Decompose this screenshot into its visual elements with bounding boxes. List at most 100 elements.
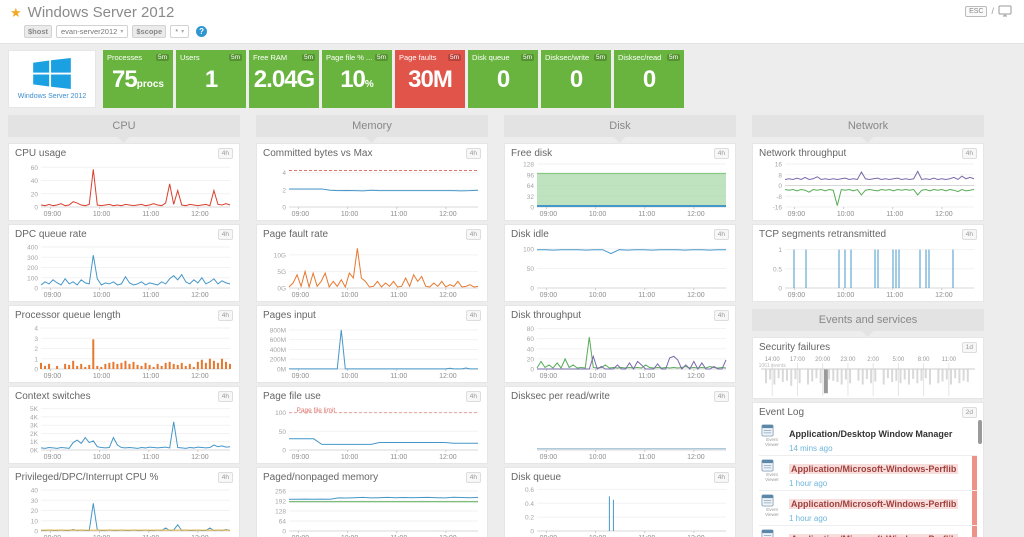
svg-text:1K: 1K [30,439,39,446]
chart-panel-cpu-usage[interactable]: CPU usage 4h 0 20 40 60 09:00 10:00 11:00 12:00 [8,143,240,221]
esc-key-button[interactable]: ESC [965,5,988,17]
timeframe-badge[interactable]: 1d [961,342,977,353]
chart-panel-committed-bytes[interactable]: Committed bytes vs Max 4h 0 2 4 09:00 10:00 11:… [256,143,488,221]
event-viewer-icon: Event Viewer [761,424,783,453]
chart-panel-disk-idle[interactable]: Disk idle 4h 0 50 100 09:00 10:00 11:00 12:00 [504,224,736,302]
svg-text:09:00: 09:00 [540,454,558,461]
timeframe-badge[interactable]: 5m [593,54,607,61]
timeframe-badge[interactable]: 4h [465,391,481,402]
svg-text:10:00: 10:00 [341,373,359,380]
host-select[interactable]: evan-server2012 ▾ [56,25,129,38]
timeframe-badge[interactable]: 4h [465,148,481,159]
svg-text:256: 256 [275,488,286,495]
kpi-tile-disk-queue[interactable]: Disk queue 5m 0 [468,50,538,108]
chart-panel-context-switches[interactable]: Context switches 4h 0K 1K 2K 3K 4K 5K 09:00 10:00… [8,386,240,464]
chart-panel-paged-nonpaged[interactable]: Paged/nonpaged memory 4h 0 64 128 192 256 09:00… [256,467,488,537]
kpi-tile-disksec-write[interactable]: Disksec/write 5m 0 [541,50,611,108]
event-log-entry[interactable]: Event Viewer Application/Desktop Window M… [759,421,977,456]
scope-select[interactable]: * ▾ [170,25,190,38]
chart-panel-pages-input[interactable]: Pages input 4h 0M 200M 400M 600M 800M 09:00 10:0… [256,305,488,383]
timeframe-badge[interactable]: 4h [961,229,977,240]
svg-text:10:00: 10:00 [341,535,359,537]
event-log-entry[interactable]: Event Viewer Application/Microsoft-Window… [759,526,977,537]
timeframe-badge[interactable]: 5m [520,54,534,61]
svg-text:8: 8 [778,172,782,179]
timeframe-badge[interactable]: 4h [713,391,729,402]
chart-panel-processor-queue-length[interactable]: Processor queue length 4h 0 1 2 3 4 09:00 10:00 1… [8,305,240,383]
chart-panel-security-failures[interactable]: Security failures 1d 14:00 1061 events 17:00… [752,337,984,399]
timeframe-badge[interactable]: 4h [465,310,481,321]
chart-panel-dpc-queue-rate[interactable]: DPC queue rate 4h 0 100 200 300 400 09:00 10:00 1… [8,224,240,302]
kpi-tile-free-ram[interactable]: Free RAM 5m 2.04G [249,50,319,108]
help-icon[interactable]: ? [196,26,208,37]
svg-text:-8: -8 [776,194,782,201]
timeframe-badge[interactable]: 4h [217,148,233,159]
timeframe-badge[interactable]: 4h [713,472,729,483]
svg-text:11:00: 11:00 [390,373,407,380]
event-timestamp-link[interactable]: 14 mins ago [789,444,833,453]
kpi-tile-processes[interactable]: Processes 5m 75procs [103,50,173,108]
chart-panel-free-disk[interactable]: Free disk 4h 0 32 64 96 128 09:00 10:00 11:00 12:0… [504,143,736,221]
timeframe-badge[interactable]: 5m [301,54,315,61]
timeframe-badge[interactable]: 5m [666,54,680,61]
svg-text:0.5: 0.5 [773,266,782,273]
event-timestamp-link[interactable]: 1 hour ago [789,514,828,523]
kpi-tile-row: Windows Server 2012 Processes 5m 75procs Us… [8,50,1016,108]
chart-panel-disk-throughput[interactable]: Disk throughput 4h 0 20 40 60 80 09:00 10:00 11:0… [504,305,736,383]
svg-text:3K: 3K [30,423,39,430]
chart-panel-privileged-cpu[interactable]: Privileged/DPC/Interrupt CPU % 4h 0 10 20 30 4… [8,467,240,537]
event-title: Application/Microsoft-Windows-Perflib [789,534,959,537]
favorite-star-icon[interactable]: ★ [10,5,22,20]
timeframe-badge[interactable]: 5m [155,54,169,61]
event-log-entry[interactable]: Event Viewer Application/Microsoft-Window… [759,456,977,491]
timeframe-badge[interactable]: 4h [217,310,233,321]
dashboard-content: Windows Server 2012 Processes 5m 75procs Us… [0,44,1024,537]
svg-text:09:00: 09:00 [292,211,310,218]
svg-text:600M: 600M [270,337,286,344]
timeframe-badge[interactable]: 2d [961,407,977,418]
svg-text:10:00: 10:00 [589,373,607,380]
kpi-tile-users[interactable]: Users 5m 1 [176,50,246,108]
timeframe-badge[interactable]: 5m [228,54,242,61]
svg-text:128: 128 [275,508,286,515]
chart-panel-disksec-rw[interactable]: Disksec per read/write 4h 09:00 10:00 11:00 1… [504,386,736,464]
chart-panel-disk-queue[interactable]: Disk queue 4h 0 0.2 0.4 0.6 09:00 10:00 11:00 12:… [504,467,736,537]
svg-text:0: 0 [778,286,782,293]
timeframe-badge[interactable]: 4h [217,472,233,483]
timeframe-badge[interactable]: 4h [465,472,481,483]
section-header-memory: Memory [256,115,488,137]
timeframe-badge[interactable]: 4h [217,229,233,240]
server-logo-tile[interactable]: Windows Server 2012 [8,50,96,108]
kpi-tile-page-file[interactable]: Page file % ... 5m 10% [322,50,392,108]
svg-text:11:00: 11:00 [142,454,159,461]
timeframe-badge[interactable]: 5m [374,54,388,61]
svg-text:100: 100 [275,410,286,417]
timeframe-badge[interactable]: 4h [465,229,481,240]
svg-text:09:00: 09:00 [44,535,62,537]
windows-logo-icon [33,58,71,90]
chart-panel-network-throughput[interactable]: Network throughput 4h -16 -8 0 8 16 09:00 10:00 1… [752,143,984,221]
chart-panel-tcp-retrans[interactable]: TCP segments retransmitted 4h 0 0.5 1 09:00 10… [752,224,984,302]
kpi-tile-page-faults[interactable]: Page faults 5m 30M [395,50,465,108]
timeframe-badge[interactable]: 4h [713,229,729,240]
svg-text:10:00: 10:00 [589,535,607,537]
scrollbar-thumb[interactable] [978,420,982,444]
svg-text:0: 0 [282,529,286,536]
svg-text:10:00: 10:00 [93,454,111,461]
event-log-entry[interactable]: Event Viewer Application/Microsoft-Window… [759,491,977,526]
kpi-tile-disksec-read[interactable]: Disksec/read 5m 0 [614,50,684,108]
kpi-value: 10% [340,66,374,93]
chart-panel-page-fault-rate[interactable]: Page fault rate 4h 0G 5G 10G 09:00 10:00 11:00 1… [256,224,488,302]
chart-title: Disk queue [511,472,562,483]
chart-panel-page-file-use[interactable]: Page file use 4h 0 50 100 09:00 10:00 11:00 12:0… [256,386,488,464]
timeframe-badge[interactable]: 4h [713,148,729,159]
chart-title: CPU usage [15,148,67,159]
event-timestamp-link[interactable]: 1 hour ago [789,479,828,488]
svg-text:11:00: 11:00 [390,211,407,218]
timeframe-badge[interactable]: 4h [713,310,729,321]
timeframe-badge[interactable]: 4h [217,391,233,402]
timeframe-badge[interactable]: 4h [961,148,977,159]
fullscreen-monitor-icon[interactable] [998,5,1012,17]
event-title: Application/Microsoft-Windows-Perflib [789,464,959,474]
timeframe-badge[interactable]: 5m [447,54,461,61]
